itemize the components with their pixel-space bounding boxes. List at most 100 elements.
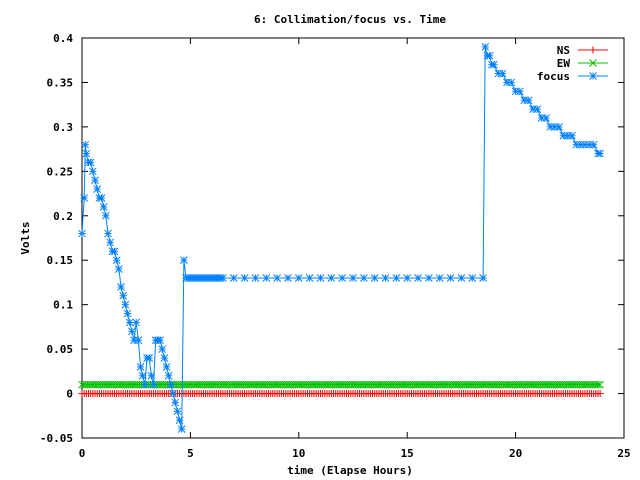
y-tick-label: 0.35 bbox=[47, 76, 74, 89]
data-point-focus bbox=[316, 274, 325, 282]
data-point-focus bbox=[457, 274, 466, 282]
data-point-focus bbox=[88, 167, 97, 176]
data-point-focus bbox=[403, 274, 412, 282]
data-point-focus bbox=[136, 363, 145, 371]
x-tick-label: 5 bbox=[187, 447, 194, 460]
data-point-focus bbox=[80, 194, 89, 202]
data-point-ns bbox=[596, 390, 604, 398]
data-point-focus bbox=[141, 380, 149, 389]
y-tick-label: 0.4 bbox=[53, 32, 73, 45]
data-point-focus bbox=[392, 274, 401, 282]
data-point-focus bbox=[156, 336, 164, 345]
data-point-focus bbox=[171, 398, 180, 407]
data-point-focus bbox=[149, 380, 158, 389]
data-point-focus bbox=[359, 274, 368, 282]
data-layer bbox=[78, 43, 605, 433]
data-point-focus bbox=[381, 274, 390, 282]
series-focus bbox=[78, 43, 605, 433]
data-point-focus bbox=[524, 96, 533, 105]
data-point-focus bbox=[158, 345, 167, 353]
data-point-focus bbox=[145, 354, 154, 362]
data-point-focus bbox=[177, 425, 186, 433]
data-point-focus bbox=[81, 140, 90, 149]
y-tick-label: 0.1 bbox=[53, 299, 73, 312]
series-ew bbox=[78, 380, 605, 389]
data-point-focus bbox=[596, 149, 605, 158]
x-tick-label: 25 bbox=[617, 447, 630, 460]
data-point-focus bbox=[119, 291, 128, 300]
legend-label-focus: focus bbox=[537, 70, 570, 83]
data-point-focus bbox=[99, 203, 108, 211]
data-point-focus bbox=[349, 274, 357, 282]
data-point-focus bbox=[112, 256, 121, 265]
data-point-focus bbox=[262, 274, 271, 282]
data-point-focus bbox=[134, 336, 143, 345]
data-point-focus bbox=[162, 363, 171, 371]
data-point-focus bbox=[180, 256, 188, 265]
data-point-focus bbox=[490, 60, 498, 69]
y-tick-label: 0.3 bbox=[53, 121, 73, 134]
data-point-focus bbox=[414, 274, 422, 282]
data-point-focus bbox=[173, 407, 182, 416]
x-axis-label: time (Elapse Hours) bbox=[287, 464, 413, 477]
data-point-focus bbox=[121, 300, 130, 309]
data-point-focus bbox=[425, 274, 433, 282]
y-tick-label: 0.05 bbox=[47, 343, 74, 356]
data-point-focus bbox=[106, 238, 115, 247]
data-point-focus bbox=[468, 274, 477, 282]
data-point-focus bbox=[435, 274, 444, 282]
plot-frame bbox=[81, 37, 625, 439]
data-point-focus bbox=[219, 274, 227, 282]
legend-marker-ew bbox=[589, 59, 597, 67]
legend-marker-focus bbox=[589, 72, 597, 80]
data-point-focus bbox=[167, 380, 175, 389]
data-point-focus bbox=[338, 274, 347, 282]
data-point-focus bbox=[327, 274, 336, 282]
data-point-focus bbox=[138, 371, 147, 380]
x-tick-label: 10 bbox=[292, 447, 305, 460]
data-point-focus bbox=[481, 43, 490, 51]
legend-label-ew: EW bbox=[557, 57, 571, 70]
data-point-focus bbox=[589, 140, 598, 149]
axis-ticks: 0 5 10 15 20 25 -0.05 0 0.05 0.1 0.15 0.2 0.25 0.3 0.3… bbox=[40, 32, 631, 460]
data-point-focus bbox=[251, 274, 260, 282]
data-point-focus bbox=[125, 318, 134, 327]
data-point-focus bbox=[97, 194, 106, 202]
legend-label-ns: NS bbox=[557, 44, 570, 57]
chart-title: 6: Collimation/focus vs. Time bbox=[254, 13, 446, 26]
data-point-focus bbox=[446, 274, 455, 282]
y-tick-label: 0.25 bbox=[47, 165, 74, 178]
data-point-focus bbox=[82, 149, 91, 158]
data-point-focus bbox=[305, 274, 314, 282]
data-point-focus bbox=[273, 274, 281, 282]
data-point-ew bbox=[594, 380, 602, 389]
x-tick-label: 15 bbox=[401, 447, 414, 460]
data-point-focus bbox=[284, 274, 292, 282]
data-point-focus bbox=[370, 274, 379, 282]
data-point-focus bbox=[101, 211, 110, 220]
data-point-focus bbox=[516, 87, 524, 96]
y-tick-label: 0 bbox=[66, 388, 73, 401]
x-tick-label: 0 bbox=[79, 447, 86, 460]
y-axis-label: Volts bbox=[19, 221, 32, 254]
data-point-focus bbox=[555, 123, 563, 131]
data-point-focus bbox=[115, 265, 123, 273]
data-point-focus bbox=[128, 327, 136, 336]
y-tick-label: 0.15 bbox=[47, 254, 74, 267]
data-point-focus bbox=[479, 274, 487, 282]
legend-marker-ns bbox=[589, 46, 597, 54]
data-point-focus bbox=[175, 416, 184, 425]
series-line-focus bbox=[81, 46, 601, 430]
data-point-focus bbox=[485, 51, 494, 60]
data-point-focus bbox=[507, 78, 516, 87]
data-point-focus bbox=[91, 176, 99, 185]
data-point-focus bbox=[229, 274, 238, 282]
y-tick-label: -0.05 bbox=[40, 432, 73, 445]
data-point-focus bbox=[568, 131, 576, 140]
data-point-focus bbox=[86, 158, 95, 167]
data-point-ew bbox=[596, 380, 605, 389]
data-point-focus bbox=[160, 354, 169, 362]
data-point-focus bbox=[117, 283, 125, 291]
x-tick-label: 20 bbox=[509, 447, 522, 460]
